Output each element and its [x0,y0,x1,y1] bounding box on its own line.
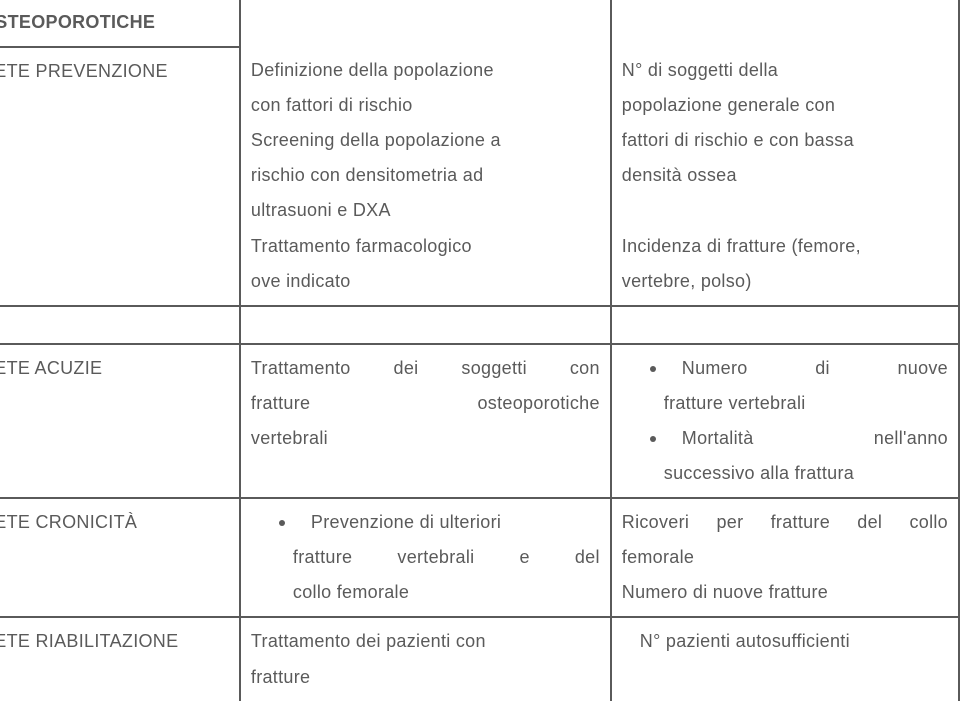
spacer-row [0,306,959,344]
row-header: RETE CRONICITÀ [0,498,240,617]
cell: Trattamento dei pazienti con fratture [240,617,611,700]
cell: Definizione della popolazione con fattor… [240,47,611,306]
text-line: ove indicato [251,264,600,299]
table-row: RETE PREVENZIONE Definizione della popol… [0,47,959,306]
bullet-item: Mortalità nell'anno [622,421,948,456]
bullet-icon [650,366,656,372]
empty-cell [0,306,240,344]
text-line: Screening della popolazione a [251,123,600,158]
text-line: Incidenza di fratture (femore, [622,229,948,264]
empty-cell [611,306,959,344]
cell [611,0,959,47]
row-header: RETE RIABILITAZIONE [0,617,240,700]
text-line: Numero di nuove fratture [622,575,948,610]
row-header: RETE ACUZIE [0,344,240,498]
cell [240,0,611,47]
cell: Prevenzione di ulteriori fratture verteb… [240,498,611,617]
table-container: OSTEOPOROTICHE RETE PREVENZIONE Definizi… [0,0,960,701]
text-line: Trattamento dei pazienti con [251,624,600,659]
text-line: fattori di rischio e con bassa [622,123,948,158]
table-row: RETE ACUZIE Trattamento dei soggetti con… [0,344,959,498]
cell: Trattamento dei soggetti con fratture os… [240,344,611,498]
text-word: nuove [897,358,948,378]
cell: Numero di nuove fratture vertebrali Mort… [611,344,959,498]
row-header: RETE PREVENZIONE [0,47,240,306]
text-line: Trattamento farmacologico [251,229,600,264]
bullet-icon [650,436,656,442]
text-line: Prevenzione di ulteriori [311,512,501,532]
text-word: nell'anno [874,428,948,448]
text-line: ultrasuoni e DXA [251,193,600,228]
text-line: Definizione della popolazione [251,53,600,88]
text-line: successivo alla frattura [622,456,948,491]
bullet-icon [279,520,285,526]
cell: Ricoveri per fratture del collo femorale… [611,498,959,617]
table-row: OSTEOPOROTICHE [0,0,959,47]
text-line: Trattamento dei soggetti con [251,351,600,386]
text-line: N° pazienti autosufficienti [622,624,948,659]
osteoporotiche-table: OSTEOPOROTICHE RETE PREVENZIONE Definizi… [0,0,960,701]
text-line: femorale [622,540,948,575]
text-line: vertebre, polso) [622,264,948,299]
cell: N° pazienti autosufficienti [611,617,959,700]
text-line: popolazione generale con [622,88,948,123]
cell-text: OSTEOPOROTICHE [0,12,155,32]
text-word: Numero [682,358,748,378]
cell-text: RETE PREVENZIONE [0,61,168,81]
text-line: fratture vertebrali [622,386,948,421]
text-line: con fattori di rischio [251,88,600,123]
text-line: fratture osteoporotiche [251,386,600,421]
row-header: OSTEOPOROTICHE [0,0,240,47]
cell: N° di soggetti della popolazione general… [611,47,959,306]
text-line: vertebrali [251,421,600,456]
cell-text: RETE RIABILITAZIONE [0,631,178,651]
text-line [622,193,948,228]
text-line: collo femorale [251,575,600,610]
bullet-item: Prevenzione di ulteriori [251,505,600,540]
cell-text: RETE CRONICITÀ [0,512,137,532]
text-line: Ricoveri per fratture del collo [622,505,948,540]
table-row: RETE CRONICITÀ Prevenzione di ulteriori … [0,498,959,617]
text-line: fratture vertebrali e del [251,540,600,575]
cell-text: RETE ACUZIE [0,358,102,378]
text-line: fratture [251,660,600,695]
text-word: Mortalità [682,428,754,448]
table-row: RETE RIABILITAZIONE Trattamento dei pazi… [0,617,959,700]
text-line: densità ossea [622,158,948,193]
text-word: fratture [251,393,310,413]
text-line: rischio con densitometria ad [251,158,600,193]
text-line: N° di soggetti della [622,53,948,88]
bullet-item: Numero di nuove [622,351,948,386]
empty-cell [240,306,611,344]
text-word: di [815,358,830,378]
text-word: osteoporotiche [478,393,600,413]
